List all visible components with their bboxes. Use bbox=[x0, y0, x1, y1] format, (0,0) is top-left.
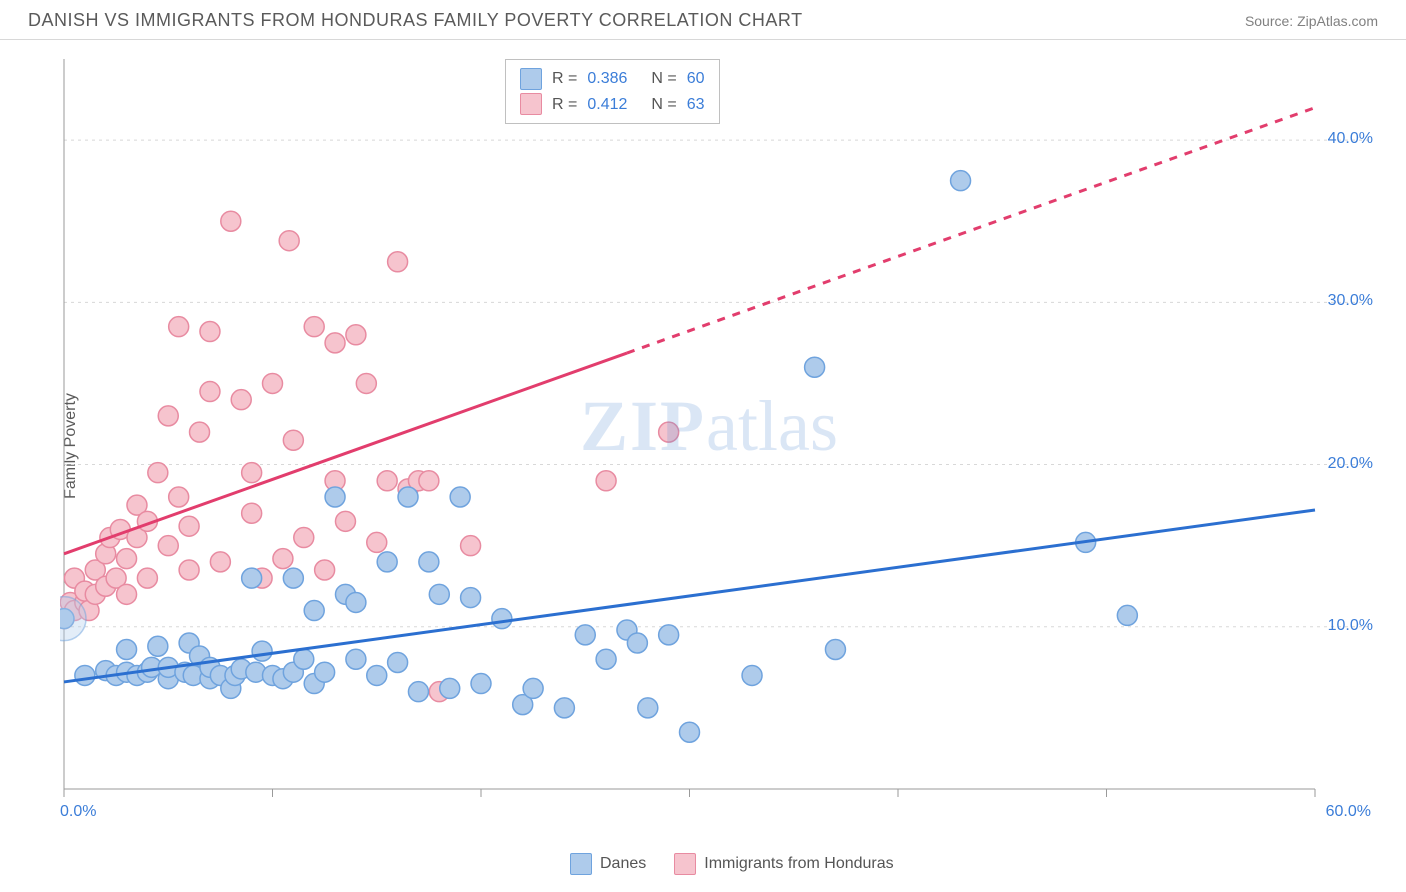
y-tick-label: 20.0% bbox=[1328, 455, 1373, 473]
chart-header: DANISH VS IMMIGRANTS FROM HONDURAS FAMIL… bbox=[0, 0, 1406, 40]
scatter-plot-svg bbox=[60, 55, 1375, 825]
chart-title: DANISH VS IMMIGRANTS FROM HONDURAS FAMIL… bbox=[28, 10, 803, 31]
legend-R-value: 0.386 bbox=[587, 66, 627, 92]
legend-N-label: N = bbox=[651, 66, 676, 92]
legend-swatch bbox=[520, 93, 542, 115]
legend-stat-row: R = 0.412 N = 63 bbox=[520, 92, 705, 118]
legend-R-label: R = bbox=[552, 66, 577, 92]
y-tick-label: 10.0% bbox=[1328, 617, 1373, 635]
legend-N-label: N = bbox=[651, 92, 676, 118]
legend-swatch bbox=[674, 853, 696, 875]
legend-series-label: Immigrants from Honduras bbox=[704, 855, 893, 873]
y-tick-label: 40.0% bbox=[1328, 130, 1373, 148]
legend-stat-row: R = 0.386 N = 60 bbox=[520, 66, 705, 92]
x-tick-label: 60.0% bbox=[1326, 803, 1371, 821]
chart-area: ZIPatlas R =0.386N =60R =0.412N =63 Dane… bbox=[60, 55, 1375, 825]
x-tick-label: 0.0% bbox=[60, 803, 96, 821]
correlation-legend: R = 0.386 N = 60 R = 0.412 N = 63 bbox=[505, 59, 720, 124]
legend-N-value: 63 bbox=[687, 92, 705, 118]
chart-source: Source: ZipAtlas.com bbox=[1245, 13, 1378, 29]
legend-N-value: 60 bbox=[687, 66, 705, 92]
legend-swatch bbox=[570, 853, 592, 875]
y-tick-label: 30.0% bbox=[1328, 292, 1373, 310]
series-legend: Danes Immigrants from Honduras bbox=[570, 853, 894, 875]
legend-swatch bbox=[520, 68, 542, 90]
legend-R-value: 0.412 bbox=[587, 92, 627, 118]
legend-series-label: Danes bbox=[600, 855, 646, 873]
legend-series-item: Immigrants from Honduras bbox=[674, 853, 893, 875]
legend-series-item: Danes bbox=[570, 853, 646, 875]
legend-R-label: R = bbox=[552, 92, 577, 118]
